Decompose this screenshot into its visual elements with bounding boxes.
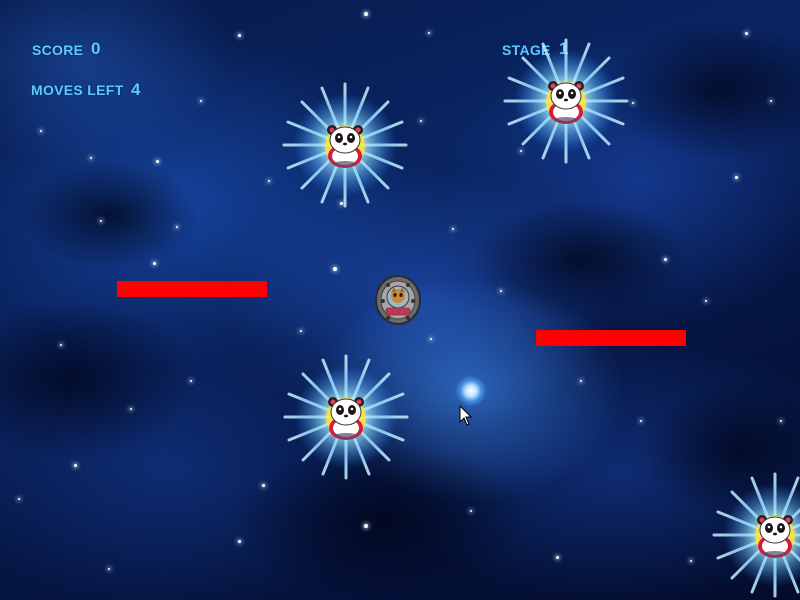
dark-nebula xyxy=(20,160,200,270)
star xyxy=(176,226,178,228)
star xyxy=(428,32,430,34)
score-value: 0 xyxy=(91,39,100,59)
star xyxy=(770,100,772,102)
panda-icon xyxy=(280,80,410,210)
star xyxy=(60,344,62,346)
star xyxy=(705,300,707,302)
star xyxy=(90,157,92,159)
star xyxy=(780,420,782,422)
red-barrier xyxy=(117,281,267,297)
star xyxy=(745,32,748,35)
panda-icon xyxy=(281,352,411,482)
star xyxy=(500,290,502,292)
star xyxy=(735,176,738,179)
mouse-cursor xyxy=(459,405,473,427)
star xyxy=(74,464,77,467)
player-ship[interactable] xyxy=(375,275,421,325)
star xyxy=(470,510,472,512)
glowing-star xyxy=(456,376,486,406)
panda-icon xyxy=(501,36,631,166)
panda-icon xyxy=(710,470,800,600)
star xyxy=(420,120,422,122)
star xyxy=(364,12,368,16)
arrow-cursor-icon xyxy=(459,405,473,427)
star xyxy=(640,420,642,422)
star xyxy=(238,540,241,543)
panda-target[interactable] xyxy=(280,80,410,210)
star xyxy=(690,560,692,562)
dark-nebula xyxy=(470,200,690,320)
star xyxy=(632,102,634,104)
star xyxy=(364,524,368,528)
star xyxy=(108,568,110,570)
red-barrier xyxy=(536,330,686,346)
star xyxy=(200,100,202,102)
moves-left-label: MOVES LEFT xyxy=(31,82,123,98)
star xyxy=(18,498,20,500)
score-label: SCORE xyxy=(32,42,83,58)
star xyxy=(262,484,265,487)
panda-target[interactable] xyxy=(710,470,800,600)
star xyxy=(268,180,270,182)
spaceship-pod-icon xyxy=(375,275,421,325)
panda-target[interactable] xyxy=(281,352,411,482)
star xyxy=(153,262,156,265)
dark-nebula xyxy=(0,300,200,460)
star xyxy=(452,228,454,230)
star xyxy=(190,380,192,382)
star xyxy=(156,160,159,163)
moves-left-value: 4 xyxy=(131,80,140,100)
star xyxy=(333,267,337,271)
star xyxy=(130,408,132,410)
star xyxy=(300,330,302,332)
star xyxy=(40,130,42,132)
star xyxy=(580,380,582,382)
star xyxy=(430,338,432,340)
star xyxy=(664,258,667,261)
star xyxy=(238,34,241,37)
panda-target[interactable] xyxy=(501,36,631,166)
star xyxy=(100,220,102,222)
star xyxy=(556,556,559,559)
